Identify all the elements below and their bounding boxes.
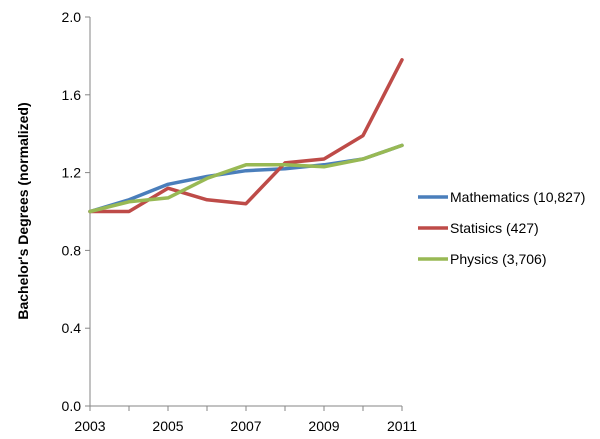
legend-item: Statisics (427) [418, 220, 539, 236]
y-tick-label: 1.6 [62, 87, 82, 103]
y-tick-label: 0.8 [62, 242, 82, 258]
legend-label: Statisics (427) [450, 220, 539, 236]
x-tick-label: 2005 [152, 418, 183, 434]
y-axis-ticks: 0.0 0.4 0.8 1.2 1.6 2.0 [62, 9, 90, 414]
y-tick-label: 0.0 [62, 398, 82, 414]
legend: Mathematics (10,827) Statisics (427) Physi… [418, 189, 585, 267]
legend-label: Physics (3,706) [450, 251, 546, 267]
x-tick-label: 2009 [308, 418, 339, 434]
legend-label: Mathematics (10,827) [450, 189, 585, 205]
axes [89, 17, 402, 407]
series-line-1 [88, 58, 404, 214]
x-tick-label: 2011 [387, 418, 417, 434]
x-axis-ticks: 2003 2005 2007 2009 2011 [74, 406, 417, 434]
x-tick-label: 2003 [74, 418, 105, 434]
y-tick-label: 0.4 [62, 320, 82, 336]
series-layer [88, 58, 404, 214]
y-axis-title: Bachelor's Degrees (normalized) [15, 102, 31, 319]
legend-item: Mathematics (10,827) [418, 189, 585, 205]
x-tick-label: 2007 [230, 418, 261, 434]
series-line-2 [88, 143, 404, 214]
y-tick-label: 1.2 [62, 165, 82, 181]
y-tick-label: 2.0 [62, 9, 82, 25]
legend-item: Physics (3,706) [418, 251, 546, 267]
